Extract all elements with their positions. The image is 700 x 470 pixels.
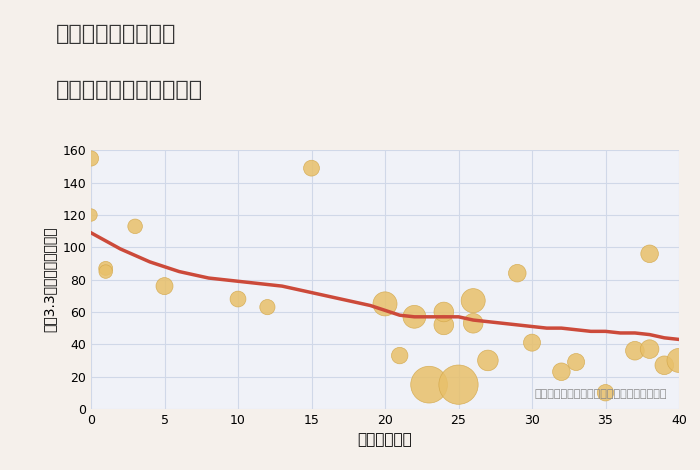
Point <box>526 339 538 346</box>
Point <box>100 268 111 275</box>
Point <box>262 303 273 311</box>
Point <box>394 352 405 360</box>
Point <box>659 361 670 369</box>
Point <box>468 320 479 327</box>
Point <box>453 381 464 388</box>
Text: 奈良県奈良市鵲町の: 奈良県奈良市鵲町の <box>56 24 176 44</box>
Point <box>556 368 567 376</box>
Point <box>512 269 523 277</box>
Point <box>379 300 391 308</box>
Point <box>438 321 449 329</box>
Point <box>629 347 641 354</box>
Point <box>409 313 420 321</box>
Point <box>438 308 449 316</box>
Point <box>85 212 97 219</box>
Point <box>468 297 479 305</box>
Text: 円の大きさは、取引のあった物件面積を示す: 円の大きさは、取引のあった物件面積を示す <box>535 389 667 399</box>
Point <box>673 357 685 364</box>
Point <box>424 381 435 388</box>
Point <box>232 295 244 303</box>
Point <box>159 282 170 290</box>
Point <box>100 265 111 272</box>
Point <box>306 164 317 172</box>
X-axis label: 築年数（年）: 築年数（年） <box>358 432 412 447</box>
Point <box>482 357 493 364</box>
Point <box>570 358 582 366</box>
Point <box>130 223 141 230</box>
Point <box>600 389 611 397</box>
Y-axis label: 坪（3.3㎡）単価（万円）: 坪（3.3㎡）単価（万円） <box>43 227 57 332</box>
Point <box>85 155 97 162</box>
Point <box>644 345 655 353</box>
Point <box>644 250 655 258</box>
Text: 築年数別中古戸建て価格: 築年数別中古戸建て価格 <box>56 80 203 100</box>
